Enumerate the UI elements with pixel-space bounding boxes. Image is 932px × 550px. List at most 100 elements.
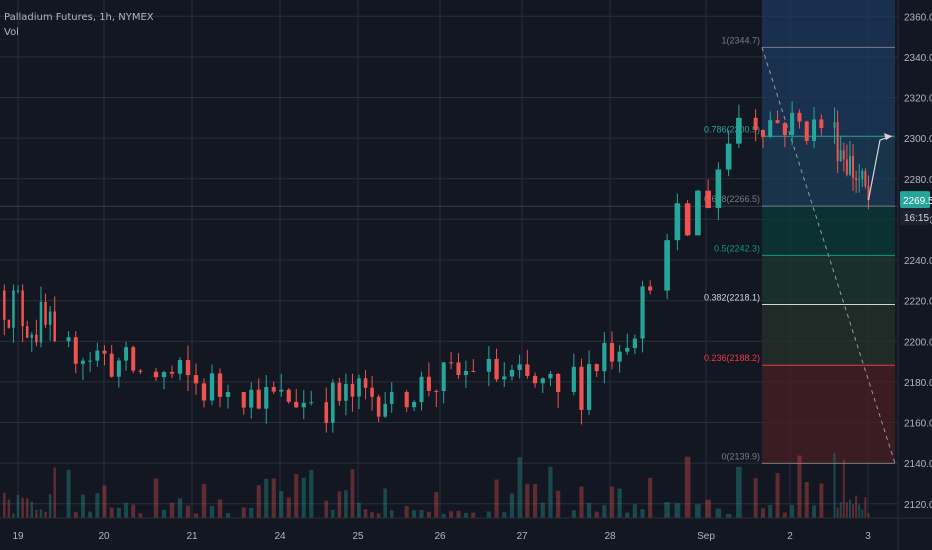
price-axis[interactable] (898, 0, 932, 550)
candle-body[interactable] (768, 120, 773, 137)
candle-body[interactable] (30, 334, 34, 338)
candle-body[interactable] (463, 370, 468, 375)
candle-body[interactable] (363, 378, 368, 388)
candle-body[interactable] (169, 372, 175, 374)
candle-body[interactable] (376, 396, 381, 417)
candle-body[interactable] (812, 119, 817, 141)
volume-indicator-label[interactable]: Vol (4, 27, 19, 38)
candle-body[interactable] (858, 179, 861, 181)
candle-body[interactable] (525, 364, 530, 376)
candle-body[interactable] (344, 383, 348, 401)
candle-body[interactable] (35, 334, 38, 343)
candle-body[interactable] (848, 155, 851, 175)
candle-body[interactable] (775, 120, 780, 124)
candle-body[interactable] (21, 290, 24, 327)
candle-body[interactable] (177, 360, 183, 374)
candle-body[interactable] (109, 353, 114, 377)
candle-body[interactable] (640, 286, 645, 339)
candle-body[interactable] (556, 373, 561, 393)
candle-body[interactable] (434, 390, 439, 392)
candle-body[interactable] (486, 358, 491, 372)
time-axis[interactable] (0, 518, 932, 550)
candle-body[interactable] (695, 190, 701, 236)
candle-body[interactable] (502, 376, 507, 380)
candle-body[interactable] (782, 123, 787, 136)
candle-body[interactable] (350, 383, 355, 397)
candle-body[interactable] (625, 347, 630, 352)
candle-body[interactable] (7, 319, 11, 328)
candle-body[interactable] (664, 240, 670, 291)
candle-body[interactable] (684, 203, 691, 236)
candle-body[interactable] (264, 387, 269, 409)
fib-trend-line[interactable] (761, 47, 896, 464)
candle-body[interactable] (419, 376, 424, 403)
candle-body[interactable] (494, 358, 499, 380)
candle-body[interactable] (217, 373, 223, 397)
candle-body[interactable] (540, 378, 545, 384)
candle-body[interactable] (279, 389, 284, 392)
candle-body[interactable] (571, 366, 576, 393)
candle-body[interactable] (25, 326, 29, 338)
candle-body[interactable] (241, 392, 246, 408)
candle-body[interactable] (548, 373, 553, 379)
candle-body[interactable] (579, 366, 584, 410)
candle-body[interactable] (357, 378, 361, 397)
candle-body[interactable] (404, 392, 409, 408)
candle-body[interactable] (3, 290, 6, 320)
candle-body[interactable] (648, 286, 653, 291)
candle-body[interactable] (39, 301, 43, 343)
candle-body[interactable] (331, 382, 335, 423)
candle-body[interactable] (73, 337, 78, 364)
candlesticks[interactable] (3, 101, 870, 433)
candle-body[interactable] (309, 402, 314, 404)
symbol-title[interactable]: Palladium Futures, 1h, NYMEX (4, 12, 154, 23)
last-price-tag[interactable] (900, 191, 930, 209)
candle-body[interactable] (790, 112, 795, 136)
candle-body[interactable] (95, 350, 100, 361)
candle-body[interactable] (301, 402, 306, 408)
candle-body[interactable] (48, 311, 52, 325)
candle-body[interactable] (441, 362, 446, 391)
candle-body[interactable] (88, 360, 93, 362)
candle-body[interactable] (249, 389, 254, 408)
candle-body[interactable] (836, 122, 839, 162)
candle-body[interactable] (131, 347, 136, 371)
candle-body[interactable] (193, 375, 199, 384)
candle-body[interactable] (833, 122, 836, 128)
candle-body[interactable] (271, 387, 276, 392)
candle-body[interactable] (609, 343, 615, 362)
candle-body[interactable] (861, 171, 864, 180)
candle-body[interactable] (102, 350, 107, 354)
candle-body[interactable] (760, 130, 765, 137)
candle-body[interactable] (138, 370, 143, 372)
candle-body[interactable] (845, 159, 848, 175)
candle-body[interactable] (617, 351, 622, 362)
candle-body[interactable] (674, 203, 681, 241)
candle-body[interactable] (153, 371, 159, 378)
candle-body[interactable] (864, 171, 867, 187)
candle-body[interactable] (370, 387, 374, 397)
candle-body[interactable] (632, 338, 638, 348)
candle-body[interactable] (185, 360, 191, 376)
candle-body[interactable] (124, 347, 129, 361)
candle-body[interactable] (337, 382, 342, 401)
candle-body[interactable] (12, 290, 15, 328)
trend-drawings[interactable] (761, 47, 896, 464)
candle-body[interactable] (294, 401, 299, 408)
candle-body[interactable] (855, 177, 858, 180)
candle-body[interactable] (80, 360, 85, 364)
candle-body[interactable] (324, 402, 329, 423)
candle-body[interactable] (412, 402, 417, 408)
candle-body[interactable] (286, 389, 291, 402)
candle-body[interactable] (736, 117, 742, 144)
candle-body[interactable] (715, 169, 722, 208)
candle-body[interactable] (594, 364, 599, 372)
candle-body[interactable] (852, 155, 855, 178)
candle-body[interactable] (44, 301, 47, 325)
candle-body[interactable] (116, 360, 121, 377)
candle-body[interactable] (209, 373, 215, 401)
candle-body[interactable] (819, 119, 824, 128)
candle-body[interactable] (839, 150, 842, 162)
candle-body[interactable] (389, 392, 394, 404)
